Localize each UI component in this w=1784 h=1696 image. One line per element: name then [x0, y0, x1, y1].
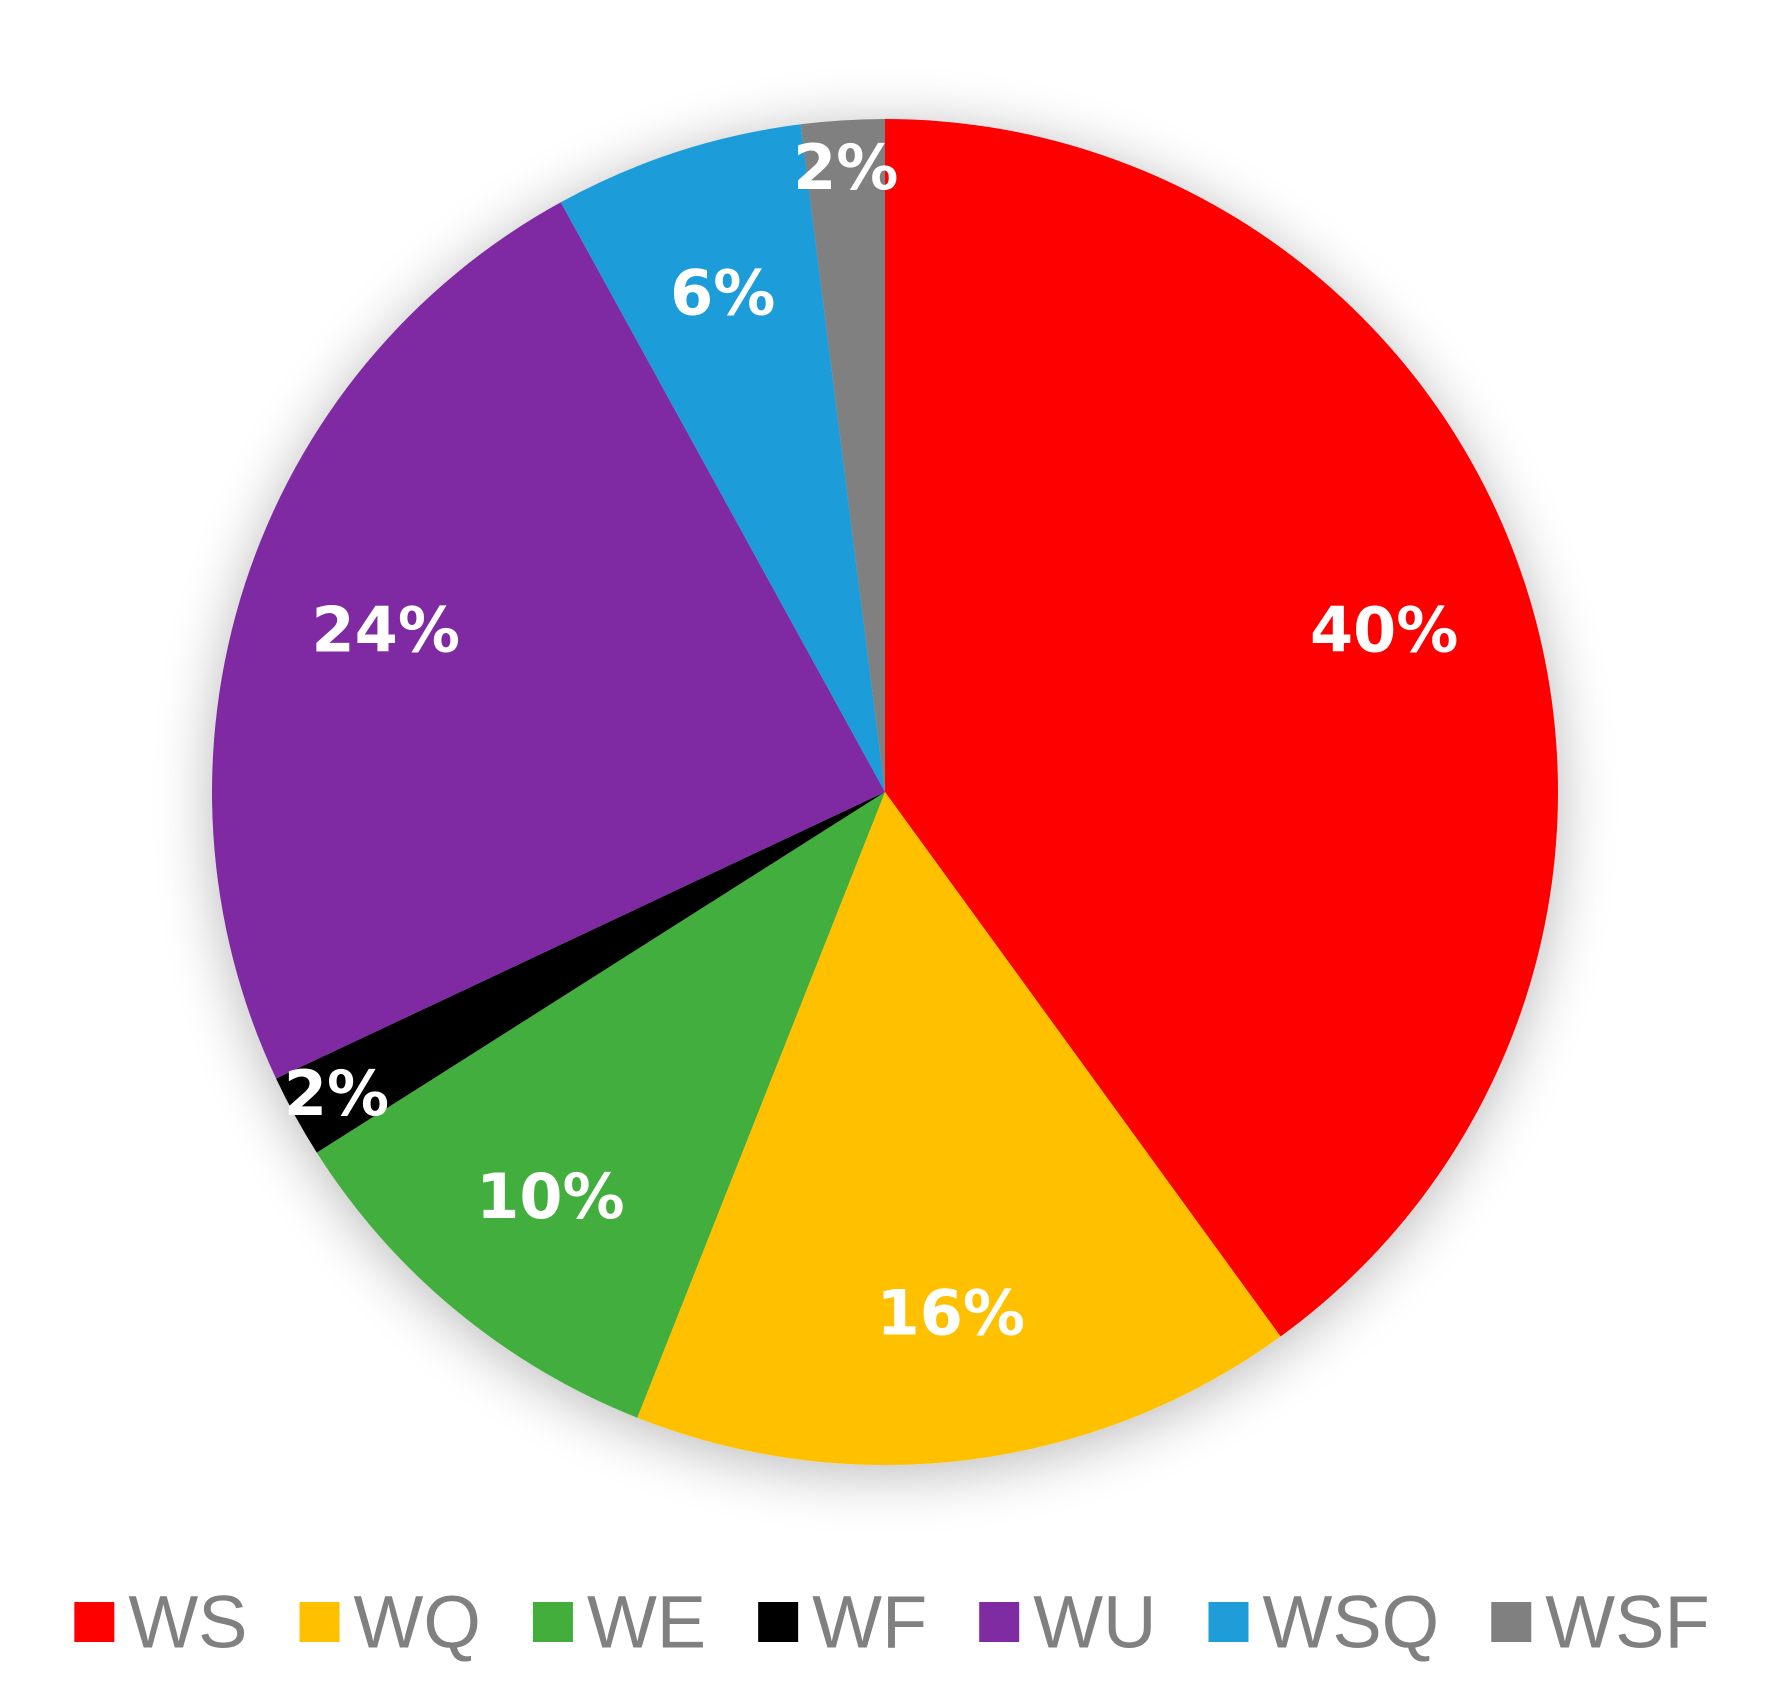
pie-slices — [212, 119, 1558, 1466]
data-label-wf: 2% — [284, 1057, 389, 1130]
data-label-we: 10% — [476, 1160, 624, 1233]
legend-label-wu: WU — [1033, 1581, 1156, 1664]
chart-legend: WS WQ WE WF WU WSQ WSF — [74, 1581, 1710, 1664]
legend-label-wsq: WSQ — [1262, 1581, 1439, 1664]
legend-swatch-wf — [758, 1602, 799, 1642]
data-label-wq: 16% — [877, 1276, 1025, 1349]
legend-item-wsq: WSQ — [1208, 1581, 1439, 1664]
legend-swatch-we — [532, 1602, 573, 1642]
pie-slice-ws — [885, 119, 1558, 1337]
legend-item-wf: WF — [758, 1581, 927, 1664]
data-label-wsq: 6% — [670, 256, 775, 329]
legend-item-wsf: WSF — [1491, 1581, 1710, 1664]
legend-swatch-wq — [299, 1602, 340, 1642]
legend-item-wq: WQ — [299, 1581, 481, 1664]
pie-slice-wsf — [800, 119, 885, 792]
pie-data-labels: 40%16%10%2%24%6%2% — [284, 131, 1459, 1349]
pie-slice-wq — [637, 792, 1281, 1466]
legend-label-wq: WQ — [354, 1581, 481, 1664]
legend-swatch-wsf — [1491, 1602, 1532, 1642]
legend-item-ws: WS — [74, 1581, 248, 1664]
legend-label-wsf: WSF — [1545, 1581, 1709, 1664]
pie-slice-wf — [276, 792, 885, 1153]
data-label-ws: 40% — [1310, 593, 1458, 666]
legend-label-we: WE — [587, 1581, 706, 1664]
data-label-wu: 24% — [312, 593, 460, 666]
legend-item-we: WE — [532, 1581, 706, 1664]
pie-slice-wu — [212, 202, 886, 1079]
legend-swatch-ws — [74, 1602, 115, 1642]
legend-label-ws: WS — [128, 1581, 247, 1664]
legend-label-wf: WF — [812, 1581, 927, 1664]
legend-swatch-wu — [979, 1602, 1020, 1642]
pie-slice-we — [316, 792, 885, 1418]
legend-item-wu: WU — [979, 1581, 1156, 1664]
legend-swatch-wsq — [1208, 1602, 1249, 1642]
data-label-wsf: 2% — [793, 131, 898, 204]
pie-slice-wsq — [560, 124, 885, 792]
